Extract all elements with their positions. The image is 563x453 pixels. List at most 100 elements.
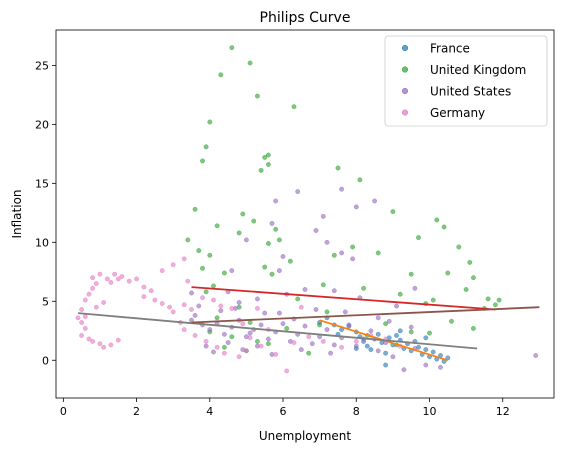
point-united-kingdom: [320, 282, 326, 288]
point-united-kingdom: [445, 270, 451, 276]
point-united-states: [280, 321, 286, 327]
point-united-kingdom: [221, 270, 227, 276]
point-germany: [75, 315, 81, 321]
point-united-kingdom: [375, 250, 381, 256]
point-germany: [284, 368, 290, 374]
x-tick-label: 12: [496, 405, 510, 418]
point-united-kingdom: [214, 315, 220, 321]
point-united-kingdom: [335, 165, 341, 171]
point-united-kingdom: [427, 330, 432, 336]
point-united-states: [192, 312, 198, 318]
point-germany: [189, 307, 194, 312]
point-united-kingdom: [254, 93, 260, 99]
point-germany: [90, 275, 96, 281]
trend-lines: [77, 286, 540, 362]
point-germany: [203, 338, 209, 344]
point-united-kingdom: [467, 259, 473, 265]
legend-marker-germany: [401, 109, 409, 116]
point-united-kingdom: [390, 209, 396, 215]
plot-frame: [55, 29, 555, 399]
point-france: [364, 343, 370, 349]
point-united-states: [302, 323, 308, 329]
point-united-kingdom: [185, 237, 191, 243]
point-united-states: [276, 268, 282, 273]
point-germany: [90, 338, 96, 344]
point-germany: [243, 348, 249, 354]
point-united-kingdom: [211, 283, 216, 289]
point-united-kingdom: [200, 265, 205, 271]
point-germany: [159, 301, 165, 306]
point-germany: [97, 271, 103, 277]
point-united-states: [394, 303, 399, 309]
point-united-kingdom: [416, 235, 421, 241]
point-germany: [200, 295, 205, 301]
point-united-kingdom: [229, 45, 235, 51]
point-united-states: [412, 285, 418, 291]
point-germany: [170, 309, 176, 315]
point-united-kingdom: [306, 350, 312, 356]
point-germany: [82, 297, 88, 303]
point-united-kingdom: [441, 224, 447, 230]
x-tick-label: 0: [60, 405, 67, 418]
point-united-states: [390, 354, 396, 360]
point-germany: [185, 278, 191, 284]
point-united-kingdom: [200, 158, 205, 164]
point-germany: [221, 350, 227, 356]
point-germany: [240, 321, 246, 327]
legend-marker-france: [401, 44, 409, 52]
point-united-states: [280, 254, 286, 259]
point-united-kingdom: [456, 244, 462, 250]
point-germany: [211, 297, 216, 303]
chart-title: Philips Curve: [260, 10, 351, 26]
trend-line-germany: [191, 306, 540, 324]
point-united-kingdom: [317, 322, 322, 328]
point-united-kingdom: [331, 252, 337, 258]
point-germany: [82, 325, 88, 331]
point-united-kingdom: [203, 289, 209, 295]
point-united-kingdom: [350, 244, 355, 250]
legend-box: [384, 35, 548, 127]
point-germany: [108, 342, 114, 348]
point-france: [423, 347, 429, 352]
point-france: [397, 328, 403, 334]
point-united-states: [353, 204, 359, 210]
point-united-kingdom: [247, 320, 253, 325]
point-united-states: [331, 342, 337, 348]
point-united-states: [309, 341, 315, 347]
point-france: [383, 350, 388, 356]
point-germany: [79, 320, 85, 325]
point-germany: [167, 304, 172, 310]
point-united-states: [350, 256, 355, 262]
point-germany: [247, 335, 253, 341]
point-germany: [320, 338, 326, 344]
trend-line-united-states: [77, 312, 478, 350]
point-germany: [306, 334, 312, 340]
legend-marker-united-kingdom: [401, 66, 409, 73]
point-united-kingdom: [262, 154, 268, 160]
point-germany: [115, 337, 121, 343]
point-france: [375, 331, 381, 337]
point-united-kingdom: [284, 325, 290, 331]
point-united-states: [247, 330, 253, 336]
point-germany: [86, 291, 92, 297]
point-united-states: [211, 349, 216, 355]
point-germany: [134, 276, 140, 282]
point-germany: [229, 305, 235, 311]
point-united-states: [189, 290, 194, 296]
point-germany: [218, 303, 224, 309]
point-germany: [101, 344, 107, 350]
point-germany: [258, 343, 264, 349]
y-tick-label: 15: [35, 177, 49, 190]
point-germany: [192, 333, 198, 338]
point-united-states: [243, 237, 249, 243]
point-germany: [93, 304, 99, 310]
point-germany: [104, 276, 110, 282]
point-united-states: [533, 353, 539, 358]
point-united-kingdom: [265, 341, 271, 347]
point-united-states: [196, 303, 202, 309]
x-axis: 0 2 4 6 8 10 12: [60, 398, 510, 418]
point-united-kingdom: [269, 271, 275, 277]
point-germany: [141, 284, 147, 290]
y-tick-label: 10: [35, 236, 49, 249]
point-united-kingdom: [470, 325, 476, 331]
